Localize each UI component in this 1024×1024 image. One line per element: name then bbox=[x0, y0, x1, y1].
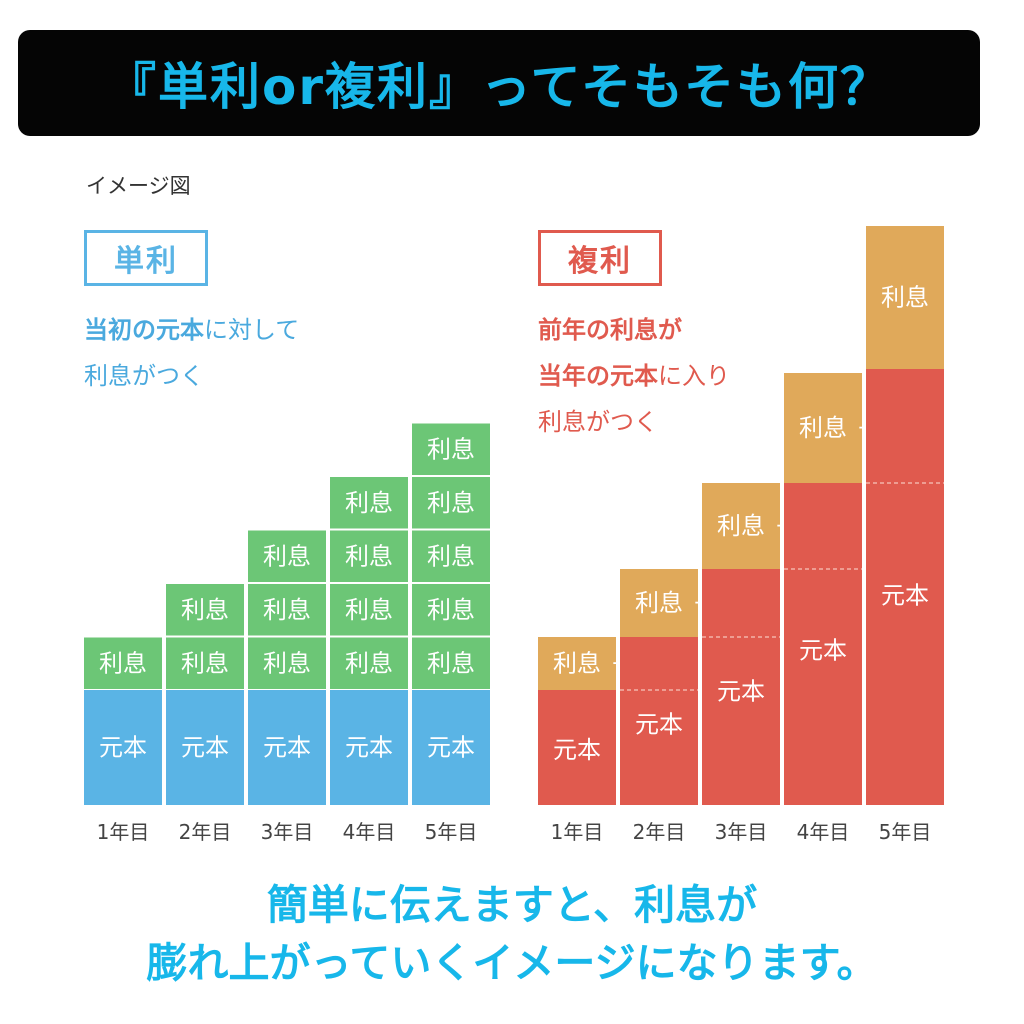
simple-principal-bar bbox=[84, 690, 162, 805]
simple-interest-block bbox=[412, 530, 490, 582]
simple-interest-heading: 単利 bbox=[84, 230, 208, 286]
compound-principal-label: 元本 bbox=[881, 582, 929, 610]
compound-principal-label: 元本 bbox=[717, 678, 765, 706]
simple-interest-block bbox=[412, 423, 490, 475]
compound-description-line-2: 当年の元本に入り bbox=[538, 356, 730, 391]
compound-principal-bar bbox=[784, 483, 862, 805]
simple-interest-label: 利息 bbox=[345, 542, 393, 570]
simple-interest-label: 利息 bbox=[263, 649, 311, 677]
simple-interest-block bbox=[330, 477, 408, 529]
simple-year-label: 2年目 bbox=[179, 820, 232, 844]
simple-principal-bar bbox=[248, 690, 326, 805]
compound-interest-block bbox=[620, 569, 698, 637]
simple-principal-label: 元本 bbox=[427, 734, 475, 762]
simple-interest-label: 利息 bbox=[263, 596, 311, 624]
compound-interest-block bbox=[538, 637, 616, 690]
compound-year-label: 4年目 bbox=[797, 820, 850, 844]
simple-interest-label: 利息 bbox=[427, 596, 475, 624]
compound-principal-bar bbox=[538, 690, 616, 805]
simple-interest-label: 利息 bbox=[427, 435, 475, 463]
simple-interest-block bbox=[248, 530, 326, 582]
simple-interest-block bbox=[330, 530, 408, 582]
simple-description-line-2: 利息がつく bbox=[84, 362, 204, 390]
compound-year-label: 2年目 bbox=[633, 820, 686, 844]
page-title: 『単利or複利』ってそもそも何？ bbox=[105, 58, 892, 116]
simple-principal-bar bbox=[330, 690, 408, 805]
simple-interest-label: 利息 bbox=[345, 649, 393, 677]
simple-year-label: 3年目 bbox=[261, 820, 314, 844]
compound-principal-label: 元本 bbox=[635, 710, 683, 738]
simple-interest-block bbox=[412, 477, 490, 529]
compound-interest-label: 利息 bbox=[799, 414, 847, 442]
compound-interest-label: 利息 bbox=[553, 650, 601, 678]
simple-principal-bar bbox=[166, 690, 244, 805]
simple-year-label: 5年目 bbox=[425, 820, 478, 844]
simple-year-label: 1年目 bbox=[97, 820, 150, 844]
compound-interest-label: 利息 bbox=[717, 512, 765, 540]
simple-principal-label: 元本 bbox=[99, 734, 147, 762]
compound-interest-label: 利息 bbox=[881, 284, 929, 312]
compound-year-label: 5年目 bbox=[879, 820, 932, 844]
compound-interest-block bbox=[702, 483, 780, 569]
compound-principal-label: 元本 bbox=[553, 736, 601, 764]
compound-interest-heading: 複利 bbox=[538, 230, 662, 286]
compound-description-line-3: 利息がつく bbox=[538, 408, 658, 436]
compound-year-label: 3年目 bbox=[715, 820, 768, 844]
compound-year-label: 1年目 bbox=[551, 820, 604, 844]
compound-description-line-1: 前年の利息が bbox=[538, 316, 682, 344]
compound-principal-bar bbox=[702, 569, 780, 805]
simple-interest-block bbox=[248, 584, 326, 636]
simple-interest-label: 利息 bbox=[263, 542, 311, 570]
simple-interest-label: 利息 bbox=[99, 649, 147, 677]
compound-interest-block bbox=[784, 373, 862, 483]
simple-interest-label: 利息 bbox=[345, 596, 393, 624]
simple-principal-label: 元本 bbox=[263, 734, 311, 762]
simple-interest-block bbox=[330, 584, 408, 636]
compound-description-rest: に入り bbox=[658, 362, 730, 390]
simple-interest-block bbox=[166, 637, 244, 689]
simple-interest-block bbox=[412, 637, 490, 689]
title-banner: 『単利or複利』ってそもそも何？ bbox=[18, 30, 980, 136]
simple-interest-block bbox=[84, 637, 162, 689]
simple-interest-block bbox=[248, 637, 326, 689]
simple-principal-label: 元本 bbox=[345, 734, 393, 762]
simple-interest-block bbox=[166, 584, 244, 636]
simple-year-label: 4年目 bbox=[343, 820, 396, 844]
simple-interest-label: 利息 bbox=[427, 542, 475, 570]
simple-interest-block bbox=[330, 637, 408, 689]
simple-principal-bar bbox=[412, 690, 490, 805]
simple-interest-label: 利息 bbox=[427, 649, 475, 677]
simple-interest-label: 利息 bbox=[181, 649, 229, 677]
simple-principal-label: 元本 bbox=[181, 734, 229, 762]
bottom-message-line-1: 簡単に伝えますと、利息が bbox=[266, 881, 758, 929]
bottom-message-line-2: 膨れ上がっていくイメージになります。 bbox=[146, 939, 878, 987]
compound-interest-block bbox=[866, 226, 944, 369]
simple-description-highlight: 当初の元本 bbox=[84, 316, 204, 344]
simple-description-rest: に対して bbox=[204, 316, 300, 344]
caption-label: イメージ図 bbox=[86, 174, 191, 198]
simple-interest-label: 利息 bbox=[181, 596, 229, 624]
compound-principal-bar bbox=[866, 369, 944, 805]
simple-description-line-1: 当初の元本に対して bbox=[84, 310, 299, 345]
compound-principal-bar bbox=[620, 637, 698, 805]
simple-interest-label: 利息 bbox=[345, 489, 393, 517]
simple-interest-block bbox=[412, 584, 490, 636]
compound-interest-label: 利息 bbox=[635, 589, 683, 617]
compound-principal-label: 元本 bbox=[799, 636, 847, 664]
compound-description-highlight: 当年の元本 bbox=[538, 362, 658, 390]
bottom-message: 簡単に伝えますと、利息が 膨れ上がっていくイメージになります。 bbox=[0, 876, 1024, 992]
simple-interest-label: 利息 bbox=[427, 489, 475, 517]
